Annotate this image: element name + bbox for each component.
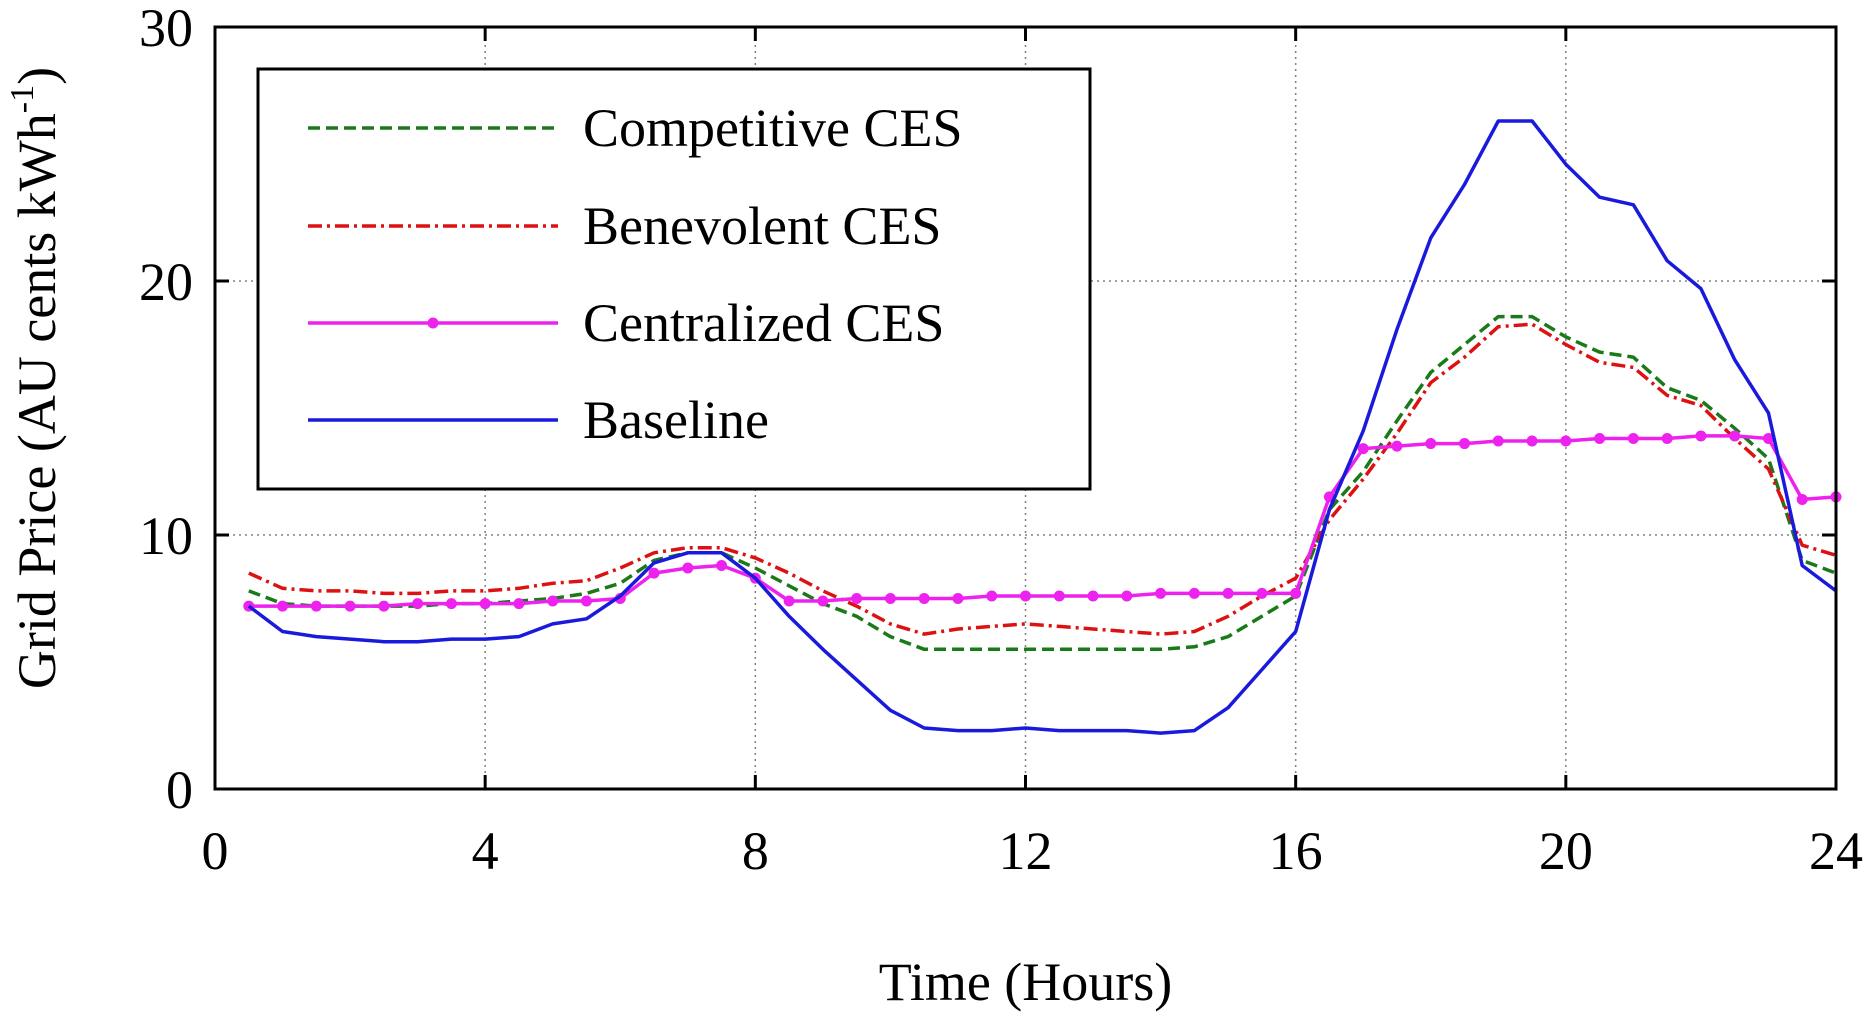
series-point xyxy=(918,593,930,604)
y-tick-label: 20 xyxy=(139,252,193,312)
series-point xyxy=(682,562,694,574)
series-point xyxy=(445,598,457,610)
legend: Competitive CES Benevolent CES Centralized… xyxy=(256,67,1092,491)
series-point xyxy=(1762,432,1774,444)
series-point xyxy=(513,598,525,610)
x-tick-label: 8 xyxy=(742,821,769,881)
series-point xyxy=(1796,493,1808,505)
series-point xyxy=(412,598,424,610)
series-point xyxy=(1560,435,1572,447)
series-point xyxy=(783,595,795,607)
series-point xyxy=(648,567,660,579)
series-point xyxy=(1290,587,1302,599)
x-tick-label: 12 xyxy=(999,821,1053,881)
x-axis-label: Time (Hours) xyxy=(879,952,1173,1012)
legend-label: Benevolent CES xyxy=(583,196,941,256)
series-line xyxy=(247,119,1838,735)
series-point xyxy=(1695,430,1707,442)
series-point xyxy=(1526,435,1538,447)
series-point xyxy=(1459,438,1471,450)
y-tick-label: 10 xyxy=(139,506,193,566)
series-group xyxy=(243,119,1842,735)
legend-entry: Benevolent CES xyxy=(308,196,941,256)
legend-label: Centralized CES xyxy=(583,293,944,353)
series-point xyxy=(1121,590,1133,602)
series-point xyxy=(310,600,322,612)
series-point xyxy=(1391,440,1403,452)
series-baseline xyxy=(247,119,1838,735)
series-point xyxy=(1256,587,1268,599)
series-point xyxy=(1357,443,1369,455)
axis-tick-labels: 0 4 8 12 16 20 24 0 10 20 30 xyxy=(139,0,1863,881)
series-point xyxy=(1053,590,1065,602)
series-point xyxy=(1729,430,1741,442)
series-line xyxy=(248,322,1837,636)
y-tick-label: 30 xyxy=(139,0,193,58)
series-point xyxy=(1222,587,1234,599)
series-point xyxy=(1492,435,1504,447)
x-tick-label: 0 xyxy=(202,821,229,881)
legend-entry: Baseline xyxy=(308,390,769,450)
series-point xyxy=(479,598,491,610)
series-point xyxy=(1087,590,1099,602)
series-line xyxy=(248,434,1837,608)
y-axis-label-suffix: ) xyxy=(7,67,67,85)
series-point xyxy=(1188,587,1200,599)
series-point xyxy=(378,600,390,612)
legend-entry: Centralized CES xyxy=(308,293,944,353)
series-centralized-ces xyxy=(243,430,1842,612)
y-axis-label-main: Grid Price (AU cents kWh xyxy=(7,113,67,689)
series-point xyxy=(277,600,289,612)
series-point xyxy=(986,590,998,602)
legend-entries: Competitive CES Benevolent CES Centralized… xyxy=(308,98,963,450)
x-tick-label: 16 xyxy=(1269,821,1323,881)
series-competitive-ces xyxy=(248,314,1837,652)
series-point xyxy=(547,595,559,607)
series-point xyxy=(1425,438,1437,450)
y-axis-label: Grid Price (AU cents kWh-1) xyxy=(4,67,67,689)
series-point xyxy=(1155,587,1167,599)
series-point xyxy=(952,593,964,604)
y-axis-label-superscript: -1 xyxy=(4,85,41,113)
series-point xyxy=(1020,590,1031,602)
series-point xyxy=(1661,432,1673,444)
series-point xyxy=(344,600,356,612)
y-tick-label: 0 xyxy=(166,760,193,820)
legend-label: Baseline xyxy=(583,390,769,450)
series-point xyxy=(851,593,863,604)
series-point xyxy=(1594,432,1606,444)
x-tick-label: 4 xyxy=(472,821,499,881)
series-point xyxy=(716,559,728,571)
series-line xyxy=(248,314,1837,652)
series-benevolent-ces xyxy=(248,322,1837,636)
legend-label: Competitive CES xyxy=(583,98,963,158)
series-point xyxy=(884,593,896,604)
x-tick-label: 20 xyxy=(1539,821,1593,881)
series-point xyxy=(580,595,592,607)
legend-entry: Competitive CES xyxy=(308,98,963,158)
series-point xyxy=(817,595,829,607)
series-point xyxy=(1627,432,1639,444)
x-tick-label: 24 xyxy=(1809,821,1863,881)
axis-ticks xyxy=(213,25,1838,791)
legend-swatch-marker xyxy=(427,317,439,329)
